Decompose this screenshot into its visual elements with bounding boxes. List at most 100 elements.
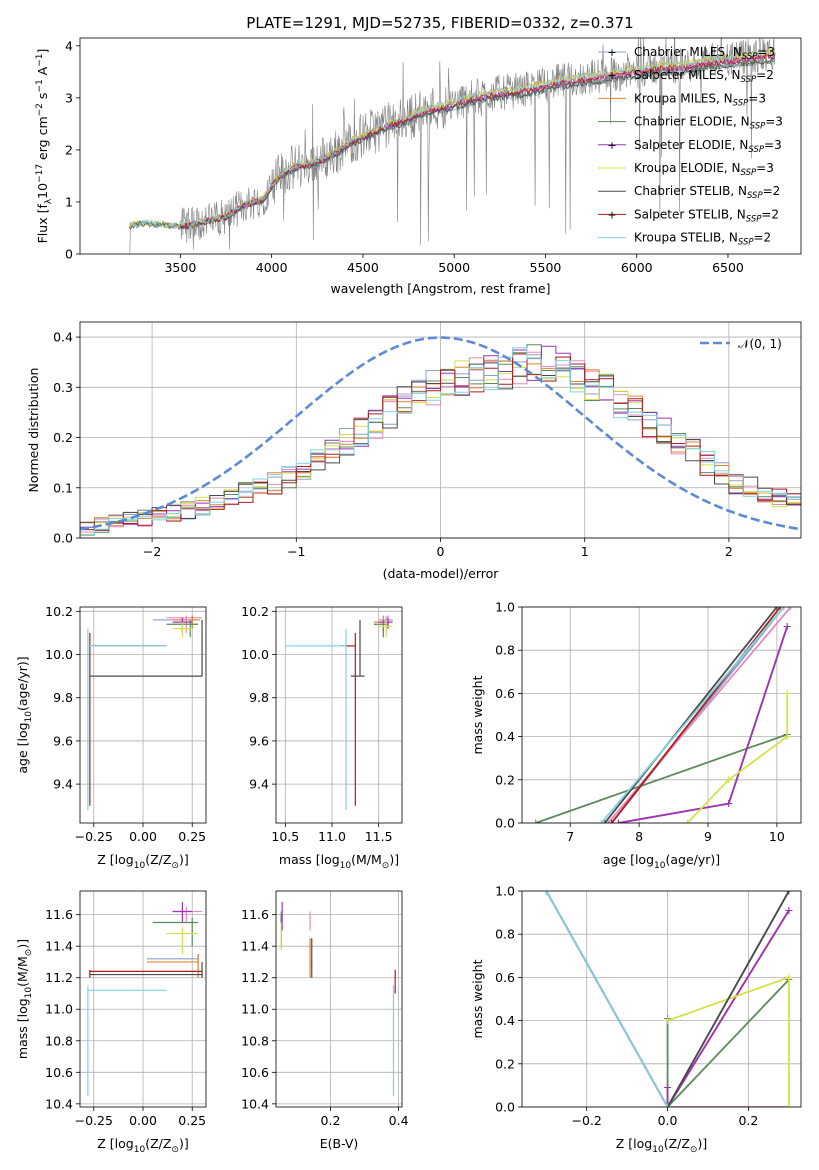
x-tick-label: 11.0	[318, 829, 346, 844]
weight-line	[603, 607, 778, 823]
spectrum-legend: + Chabrier MILES, NSSP=3 + Salpeter MILES, …	[598, 45, 783, 248]
x-tick-label: 0.4	[389, 1113, 409, 1128]
axes-frame	[521, 606, 802, 824]
x-axis-label: E(B-V)	[320, 1136, 359, 1151]
legend-marker: +	[607, 69, 616, 82]
weight-line	[666, 891, 790, 1107]
weight-marker	[725, 800, 733, 808]
figure-title: PLATE=1291, MJD=52735, FIBERID=0332, z=0…	[246, 14, 633, 32]
y-tick-label: 1.0	[495, 600, 515, 615]
weight-marker	[785, 1103, 793, 1107]
panel-spectrum: 3500 4000 4500 5000 5500 6000 6500 0 1 2 3 4 wavelen…	[35, 37, 802, 296]
x-tick-label: 0.2	[321, 1113, 341, 1128]
y-tick-label: 9.8	[53, 690, 73, 705]
weight-marker	[664, 1084, 672, 1092]
weight-marker	[604, 819, 612, 823]
x-tick-label: 10	[769, 829, 785, 844]
x-tick-label: 6500	[712, 260, 744, 275]
panel-weight-Z: −0.2 0.0 0.2 0.0 0.2 0.4 0.6 0.8 1.0 Z [log10(Z/Z…	[470, 884, 802, 1155]
y-tick-label: 0.8	[495, 643, 515, 658]
y-tick-label: 10.2	[45, 604, 73, 619]
y-tick-label: 10.8	[45, 1033, 73, 1048]
weight-marker	[601, 819, 609, 823]
weight-marker	[776, 607, 784, 611]
y-tick-label: 0.0	[53, 531, 73, 546]
weight-marker	[725, 776, 733, 784]
y-tick-label: 10.6	[45, 1065, 73, 1080]
panel-weight-age: 7 8 9 10 0.0 0.2 0.4 0.6 0.8 1.0 age [log10(age/yr…	[470, 600, 802, 871]
weight-marker	[542, 891, 550, 895]
panel-mass-Z: −0.25 0.00 0.25 10.4 10.6 10.8 11.0 11.2 11.4 11.…	[15, 890, 207, 1155]
residual-histogram	[80, 347, 801, 538]
weight-marker	[597, 819, 605, 823]
y-axis-label: Normed distribution	[26, 368, 41, 493]
x-axis-label: age [log10(age/yr)]	[603, 852, 720, 871]
x-tick-label: −1	[287, 544, 305, 559]
y-tick-label: 0.2	[53, 430, 73, 445]
x-tick-label: 4500	[347, 260, 379, 275]
model-spectrum-line	[128, 48, 776, 229]
y-tick-label: 9.8	[249, 690, 269, 705]
weight-line	[618, 626, 789, 823]
weight-marker	[780, 607, 788, 611]
x-axis-label: mass [log10(M/M⊙)]	[279, 852, 399, 871]
x-tick-label: 6000	[621, 260, 653, 275]
y-tick-label: 10.4	[45, 1096, 73, 1111]
axes-frame	[79, 606, 207, 824]
x-tick-label: 3500	[164, 260, 196, 275]
legend-label: Chabrier STELIB, NSSP=2	[634, 184, 780, 201]
weight-line	[600, 607, 785, 823]
weight-line	[610, 607, 782, 823]
y-tick-label: 4	[65, 38, 73, 53]
x-tick-label: −2	[143, 544, 161, 559]
panel-mass-EBV: 0.2 0.4 10.4 10.6 10.8 11.0 11.2 11.4 11.6 E(B-V)	[241, 890, 409, 1151]
weight-marker	[532, 819, 540, 823]
x-tick-label: −0.25	[75, 829, 113, 844]
plot-area-mass-Z	[87, 902, 203, 1096]
legend-label: Salpeter ELODIE, NSSP=3	[634, 138, 782, 155]
y-tick-label: 11.6	[241, 907, 269, 922]
plot-area-weight-age	[532, 607, 795, 823]
y-tick-label: 9.4	[249, 777, 269, 792]
weight-line	[666, 909, 790, 1107]
panel-age-Z: −0.25 0.00 0.25 9.4 9.6 9.8 10.0 10.2 Z [log10(Z…	[15, 604, 207, 871]
x-tick-label: 11.5	[365, 829, 393, 844]
weight-marker	[614, 819, 622, 823]
y-tick-label: 0.4	[495, 1013, 515, 1028]
legend-marker: +	[607, 46, 616, 59]
gaussian-curve	[80, 336, 801, 531]
legend-label: Chabrier MILES, NSSP=3	[634, 45, 775, 62]
plot-area-residuals	[80, 336, 801, 538]
model-spectrum-line	[179, 53, 775, 230]
y-tick-label: 11.2	[45, 970, 73, 985]
weight-marker	[783, 689, 791, 697]
x-tick-label: 2	[725, 544, 733, 559]
legend-label: Salpeter MILES, NSSP=2	[634, 68, 774, 85]
model-spectrum-line	[128, 57, 776, 231]
panels: 3500 4000 4500 5000 5500 6000 6500 0 1 2 3 4 wavelen…	[15, 37, 802, 1155]
legend-label: Salpeter STELIB, NSSP=2	[634, 207, 779, 224]
x-axis-label: Z [log10(Z/Z⊙)]	[97, 1136, 188, 1155]
x-tick-label: −0.25	[75, 1113, 113, 1128]
y-axis-label: mass [log10(M/M⊙)]	[15, 939, 34, 1059]
axes-frame	[79, 37, 802, 255]
y-tick-label: 0.2	[495, 1056, 515, 1071]
weight-marker	[787, 607, 795, 611]
y-tick-label: 3	[65, 90, 73, 105]
legend-label: 𝒩(0, 1)	[738, 337, 782, 351]
axes-frame	[275, 890, 403, 1108]
weight-marker	[783, 733, 791, 741]
x-tick-label: −0.2	[572, 1113, 602, 1128]
panel-residuals: −2 −1 0 1 2 0.0 0.1 0.2 0.3 0.4 (data-model)/error…	[26, 321, 802, 581]
x-tick-label: 0	[437, 544, 445, 559]
x-tick-label: 0.00	[129, 1113, 157, 1128]
y-tick-label: 10.0	[241, 647, 269, 662]
weight-line	[535, 733, 788, 823]
y-axis-label: mass weight	[470, 675, 485, 754]
y-tick-label: 0.4	[495, 729, 515, 744]
y-tick-label: 11.0	[45, 1002, 73, 1017]
y-tick-label: 0.1	[53, 480, 73, 495]
weight-line	[545, 891, 669, 1107]
weight-line	[618, 626, 789, 823]
